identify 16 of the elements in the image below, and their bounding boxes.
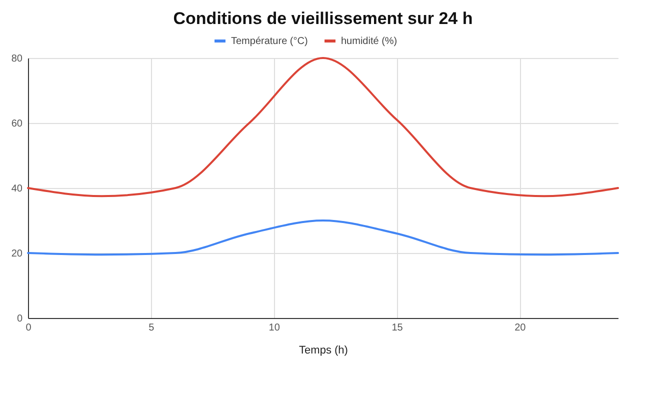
- legend-label: Température (°C): [231, 36, 308, 47]
- y-tick-label: 40: [11, 184, 23, 194]
- x-tick-label: 15: [392, 322, 404, 334]
- x-tick-label: 10: [268, 322, 280, 334]
- chart-title: Conditions de vieillissement sur 24 h: [173, 9, 473, 28]
- y-tick-label: 0: [16, 314, 23, 324]
- line-series: [27, 220, 619, 256]
- y-tick-label: 80: [11, 54, 23, 64]
- x-axis-title: Temps (h): [299, 344, 348, 356]
- line-series: [27, 57, 619, 198]
- x-tick-label: 20: [514, 322, 526, 334]
- y-tick-label: 60: [11, 118, 23, 130]
- y-tick-label: 20: [11, 248, 23, 260]
- legend-label: humidité (%): [341, 36, 398, 47]
- x-tick-label: 5: [148, 322, 155, 334]
- x-tick-label: 0: [26, 322, 32, 334]
